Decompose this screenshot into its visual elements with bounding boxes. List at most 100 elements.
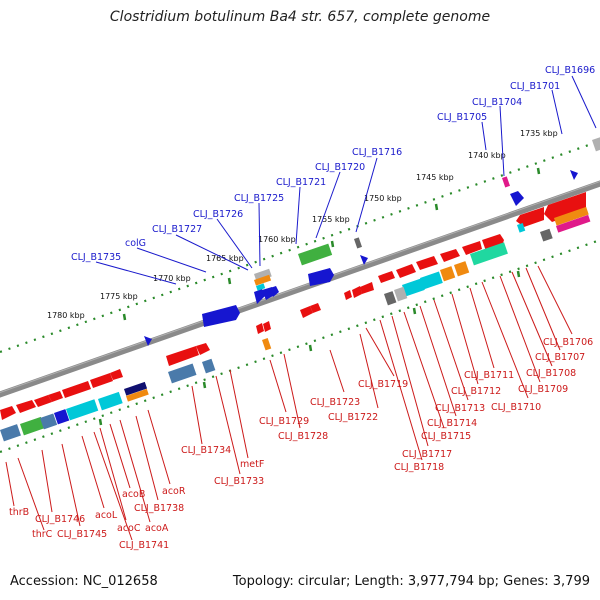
gene-label: CLJ_B1715	[421, 431, 471, 442]
gene-label: CLJ_B1712	[451, 386, 501, 397]
inner-kbp-ticks	[98, 270, 521, 426]
gene-feature	[501, 176, 510, 188]
gene-feature	[34, 395, 52, 407]
gene-label: CLJ_B1718	[394, 462, 444, 473]
gene-feature	[270, 286, 279, 297]
kbp-label: 1735 kbp	[520, 129, 558, 138]
genome-summary-text: Topology: circular; Length: 3,977,794 bp…	[232, 574, 590, 589]
gene-feature	[354, 237, 362, 249]
outer-tick-track	[0, 139, 600, 354]
gene-feature	[592, 136, 600, 152]
gene-feature	[352, 286, 362, 298]
gene-feature	[262, 338, 272, 351]
gene-label: thrB	[9, 507, 29, 518]
gene-feature	[123, 381, 148, 396]
gene-label: CLJ_B1717	[402, 449, 452, 460]
genome-backbone-highlight	[0, 180, 600, 394]
gene-label: CLJ_B1734	[181, 445, 231, 456]
gene-feature	[440, 249, 460, 262]
gene-feature	[66, 399, 99, 421]
gene-label: metF	[240, 459, 264, 470]
gene-label: CLJ_B1733	[214, 476, 264, 487]
gene-label: CLJ_B1705	[437, 112, 487, 123]
gene-feature	[53, 409, 70, 425]
kbp-label: 1760 kbp	[258, 235, 296, 244]
gene-feature	[440, 266, 456, 282]
gene-label: acoL	[95, 510, 118, 521]
gene-feature	[470, 242, 508, 266]
gene-feature	[516, 207, 544, 227]
forward-genes	[144, 136, 600, 346]
gene-feature	[168, 363, 197, 384]
gene-feature	[256, 323, 264, 334]
gene-feature	[254, 289, 265, 304]
gene-feature	[202, 358, 216, 374]
gene-label: CLJ_B1722	[328, 412, 378, 423]
gene-feature	[300, 306, 313, 318]
gene-label: colG	[125, 238, 146, 249]
gene-label: CLJ_B1735	[71, 252, 121, 263]
gene-label: CLJ_B1723	[310, 397, 360, 408]
gene-feature	[396, 264, 416, 278]
gene-feature	[360, 282, 374, 294]
gene-feature	[254, 268, 272, 282]
kbp-label: 1775 kbp	[100, 292, 138, 301]
kbp-label: 1750 kbp	[364, 194, 402, 203]
kbp-label: 1745 kbp	[416, 173, 454, 182]
gene-feature	[394, 286, 408, 302]
gene-label: CLJ_B1696	[545, 65, 595, 76]
gene-label: CLJ_B1727	[152, 224, 202, 235]
gene-feature	[402, 278, 425, 297]
top-leader-lines	[95, 75, 597, 285]
gene-feature	[196, 343, 210, 355]
gene-label: CLJ_B1720	[315, 162, 365, 173]
gene-feature	[39, 413, 58, 430]
outer-kbp-ticks	[122, 167, 541, 321]
gene-label: CLJ_B1704	[472, 97, 522, 108]
reverse-genes	[0, 192, 591, 442]
kbp-label: 1770 kbp	[153, 274, 191, 283]
gene-feature	[166, 346, 199, 366]
bottom-leader-lines	[5, 265, 573, 541]
gene-feature	[553, 206, 589, 226]
gene-feature	[384, 291, 397, 306]
gene-label: acoA	[145, 523, 169, 534]
gene-feature	[570, 170, 578, 180]
gene-label: CLJ_B1707	[535, 352, 585, 363]
map-title: Clostridium botulinum Ba4 str. 657, comp…	[109, 9, 491, 25]
gene-feature	[16, 400, 36, 413]
kbp-label: 1780 kbp	[47, 311, 85, 320]
gene-feature	[344, 290, 352, 300]
gene-label: CLJ_B1713	[435, 403, 485, 414]
gene-label: CLJ_B1719	[358, 379, 408, 390]
gene-label: CLJ_B1726	[193, 209, 243, 220]
gene-feature	[416, 256, 438, 270]
gene-feature	[263, 321, 271, 332]
gene-feature	[297, 243, 333, 266]
gene-label: CLJ_B1729	[259, 416, 309, 427]
gene-feature	[544, 192, 586, 222]
gene-feature	[0, 406, 16, 420]
gene-feature	[110, 369, 123, 380]
gene-label: CLJ_B1706	[543, 337, 593, 348]
gene-label: thrC	[32, 529, 53, 540]
gene-feature	[310, 303, 321, 313]
gene-feature	[62, 381, 91, 398]
gene-feature	[462, 241, 482, 255]
gene-feature	[202, 305, 240, 327]
gene-label: CLJ_B1711	[464, 370, 514, 381]
gene-label: CLJ_B1716	[352, 147, 402, 158]
gene-label: acoR	[162, 486, 186, 497]
genome-backbone	[0, 180, 600, 398]
gene-feature	[48, 391, 63, 402]
gene-label: CLJ_B1728	[278, 431, 328, 442]
gene-feature	[540, 228, 553, 242]
gene-feature	[510, 191, 524, 206]
gene-feature	[308, 268, 334, 286]
gene-label: CLJ_B1725	[234, 193, 284, 204]
accession-text: Accession: NC_012658	[10, 574, 158, 589]
gene-label: acoC	[117, 523, 141, 534]
gene-feature	[90, 373, 113, 388]
gene-label: CLJ_B1741	[119, 540, 169, 551]
